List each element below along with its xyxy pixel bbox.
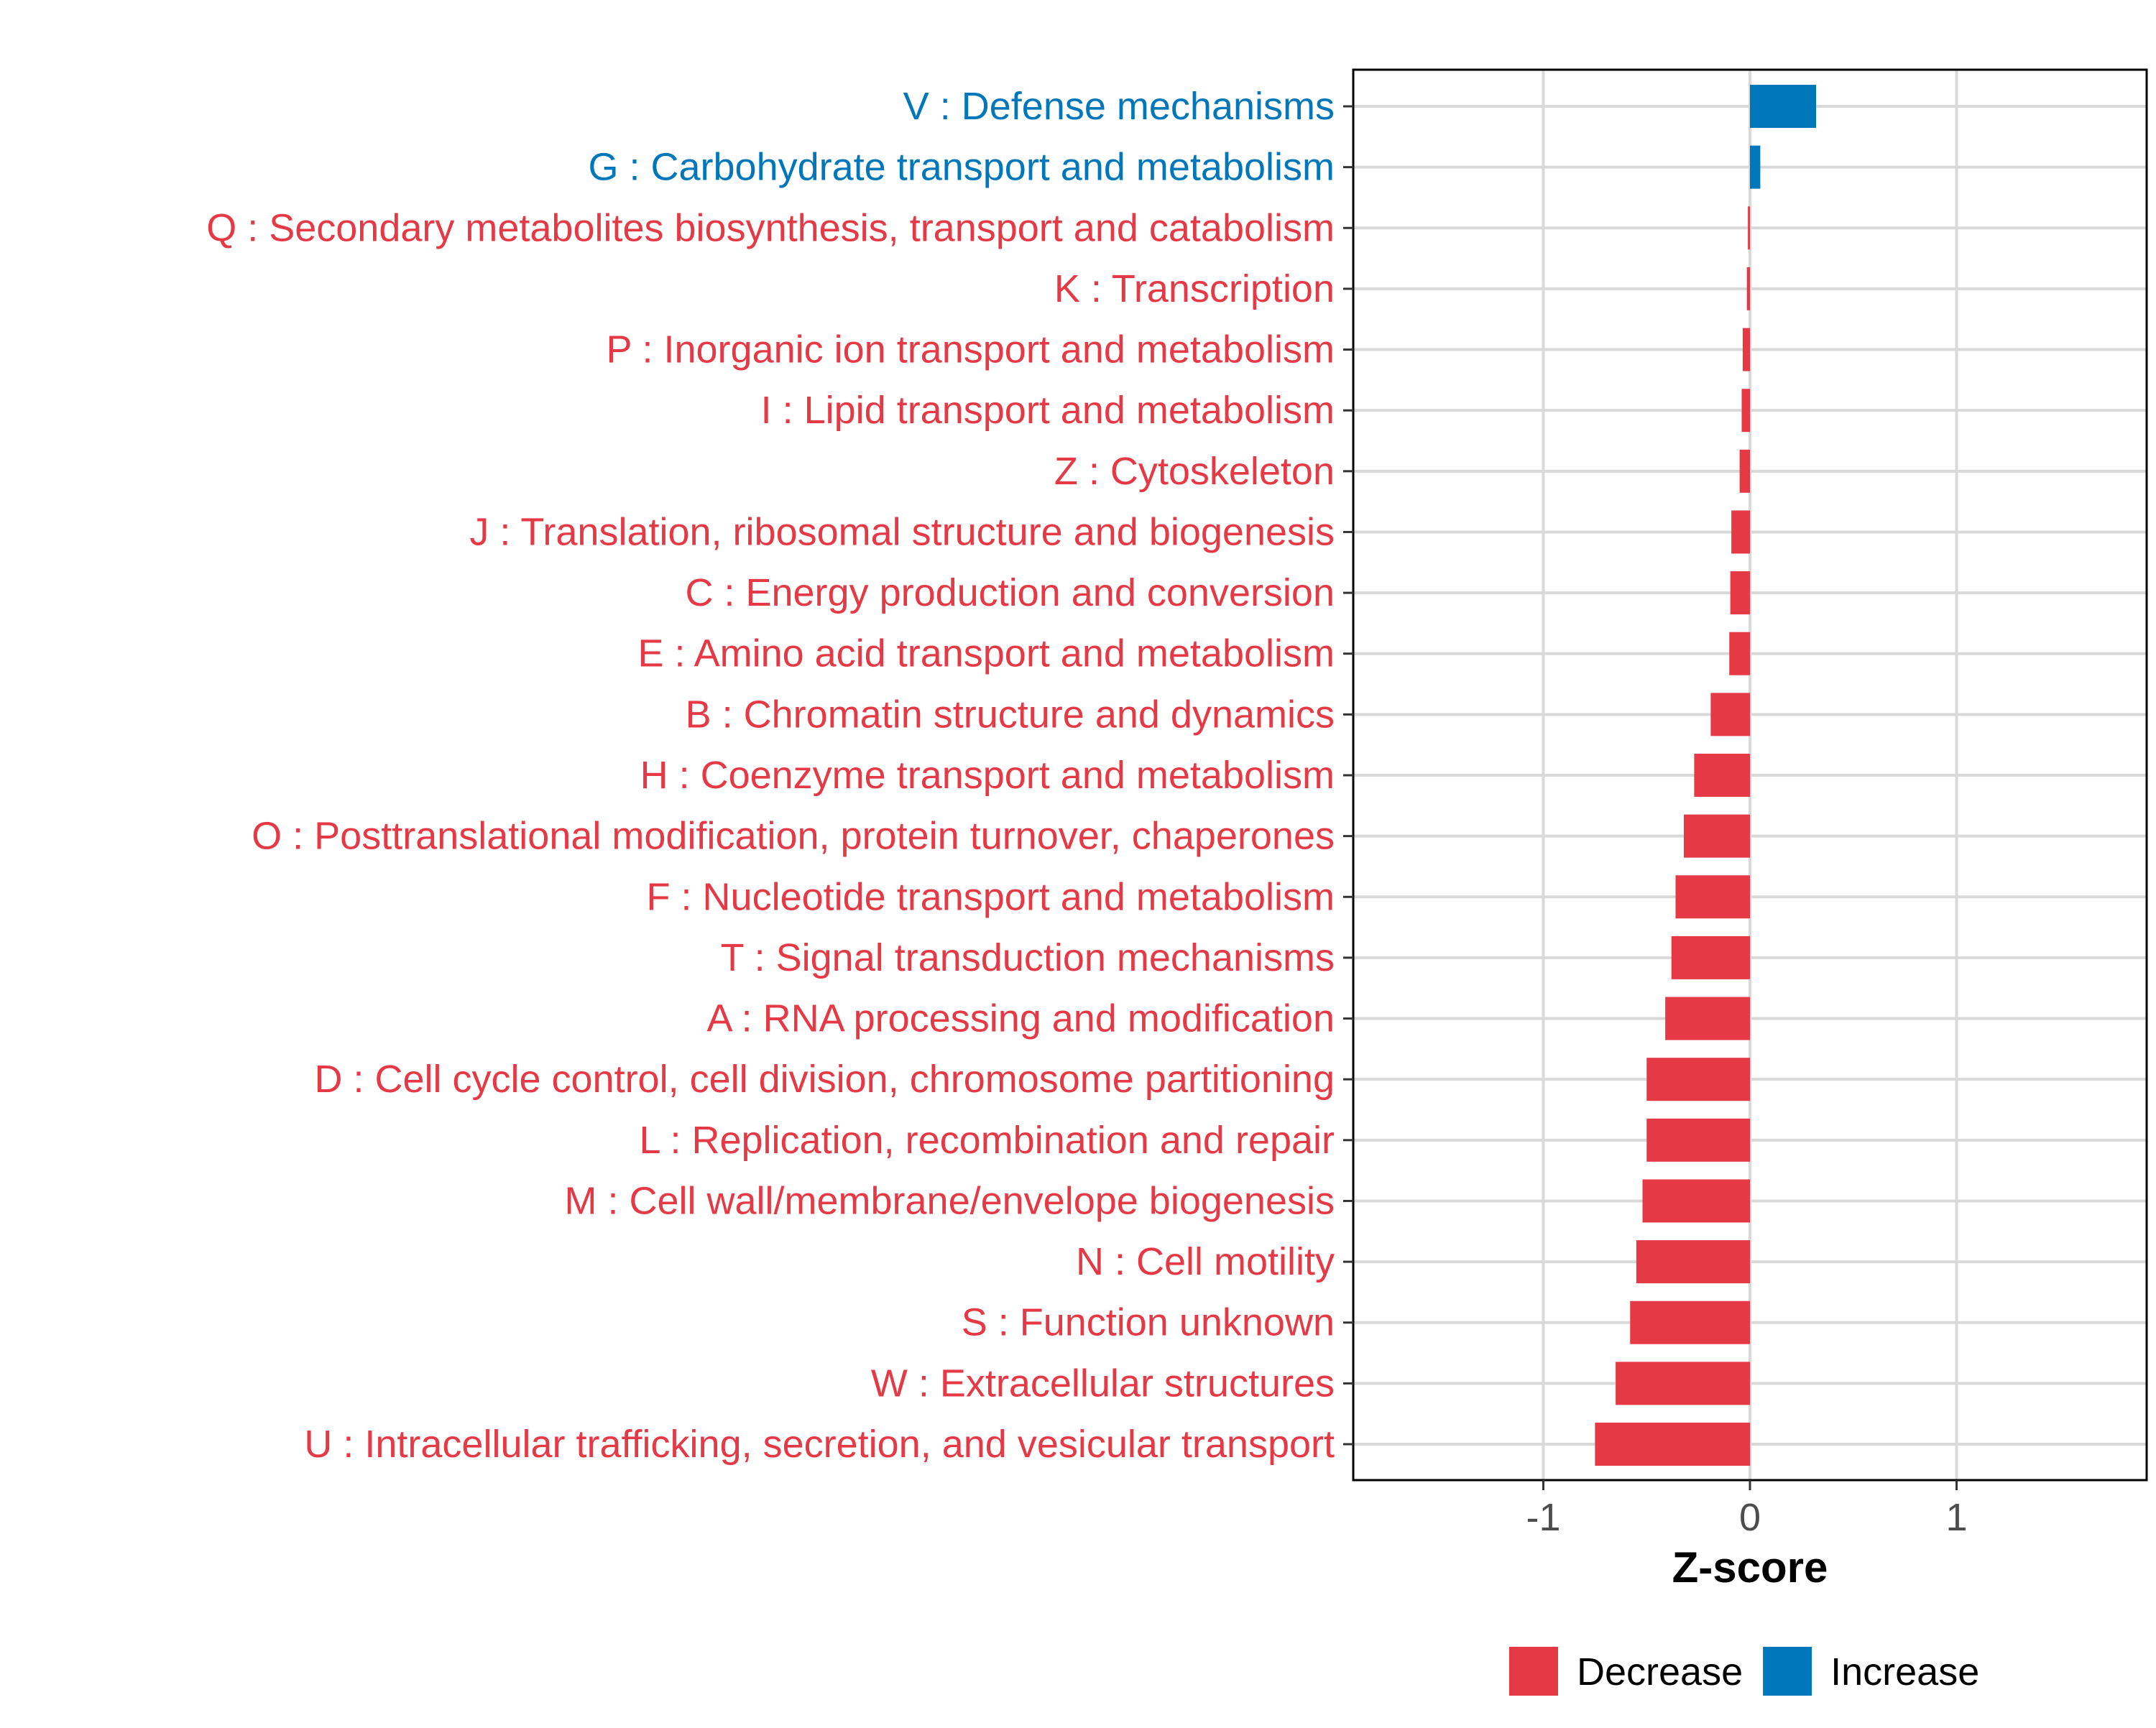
bar: [1694, 754, 1750, 797]
bar: [1646, 1118, 1750, 1162]
y-tick-label: G : Carbohydrate transport and metabolis…: [589, 146, 1335, 189]
y-tick-label: H : Coenzyme transport and metabolism: [640, 754, 1335, 797]
y-tick-label: K : Transcription: [1054, 267, 1335, 310]
bar: [1616, 1362, 1750, 1405]
y-tick-label: B : Chromatin structure and dynamics: [686, 693, 1335, 736]
y-tick-label: C : Energy production and conversion: [685, 571, 1335, 614]
bar: [1675, 875, 1750, 919]
bar: [1730, 571, 1750, 615]
bar: [1748, 206, 1750, 250]
y-tick-label: I : Lipid transport and metabolism: [761, 389, 1335, 432]
y-tick-label: F : Nucleotide transport and metabolism: [647, 875, 1335, 918]
legend: Decrease Increase: [1509, 1647, 1979, 1696]
x-axis-title: Z-score: [1672, 1543, 1828, 1591]
bar: [1665, 997, 1750, 1040]
y-axis: V : Defense mechanisms G : Carbohydrate t…: [206, 85, 1353, 1466]
bar: [1642, 1179, 1750, 1223]
bar: [1750, 145, 1761, 189]
y-tick-label: O : Posttranslational modification, prot…: [252, 815, 1335, 858]
bar: [1741, 389, 1750, 433]
legend-label: Decrease: [1577, 1650, 1743, 1694]
x-tick-label: 0: [1739, 1496, 1761, 1539]
bar: [1739, 449, 1750, 493]
bar: [1742, 328, 1750, 371]
y-tick-label: Q : Secondary metabolites biosynthesis, …: [206, 206, 1335, 249]
x-axis: -1 0 1: [1526, 1480, 1968, 1539]
bar: [1750, 85, 1816, 128]
legend-key: [1509, 1647, 1558, 1696]
y-tick-label: J : Translation, ribosomal structure and…: [469, 510, 1335, 553]
y-tick-label: V : Defense mechanisms: [903, 85, 1335, 128]
y-tick-label: D : Cell cycle control, cell division, c…: [314, 1058, 1335, 1101]
legend-key: [1763, 1647, 1812, 1696]
bar: [1684, 814, 1750, 858]
y-tick-label: A : RNA processing and modification: [707, 997, 1335, 1040]
y-tick-label: L : Replication, recombination and repai…: [639, 1119, 1335, 1162]
y-tick-label: S : Function unknown: [962, 1301, 1335, 1344]
legend-label: Increase: [1830, 1650, 1979, 1694]
y-tick-label: E : Amino acid transport and metabolism: [638, 632, 1335, 675]
bar: [1710, 693, 1750, 736]
x-tick-label: 1: [1945, 1496, 1967, 1539]
bar: [1595, 1423, 1750, 1466]
bar: [1746, 267, 1750, 310]
bar: [1729, 632, 1750, 675]
y-tick-label: U : Intracellular trafficking, secretion…: [304, 1423, 1335, 1466]
bars: [1595, 85, 1816, 1466]
y-tick-label: M : Cell wall/membrane/envelope biogenes…: [564, 1179, 1335, 1222]
y-tick-label: W : Extracellular structures: [871, 1362, 1335, 1405]
bar: [1646, 1058, 1750, 1101]
y-tick-label: N : Cell motility: [1076, 1240, 1335, 1283]
bar: [1636, 1240, 1750, 1284]
y-tick-label: Z : Cytoskeleton: [1054, 450, 1335, 493]
x-tick-label: -1: [1526, 1496, 1560, 1539]
y-tick-label: P : Inorganic ion transport and metaboli…: [606, 328, 1335, 371]
bar: [1731, 510, 1750, 554]
y-tick-label: T : Signal transduction mechanisms: [721, 936, 1335, 979]
bar: [1671, 935, 1750, 979]
bar: [1630, 1300, 1750, 1344]
